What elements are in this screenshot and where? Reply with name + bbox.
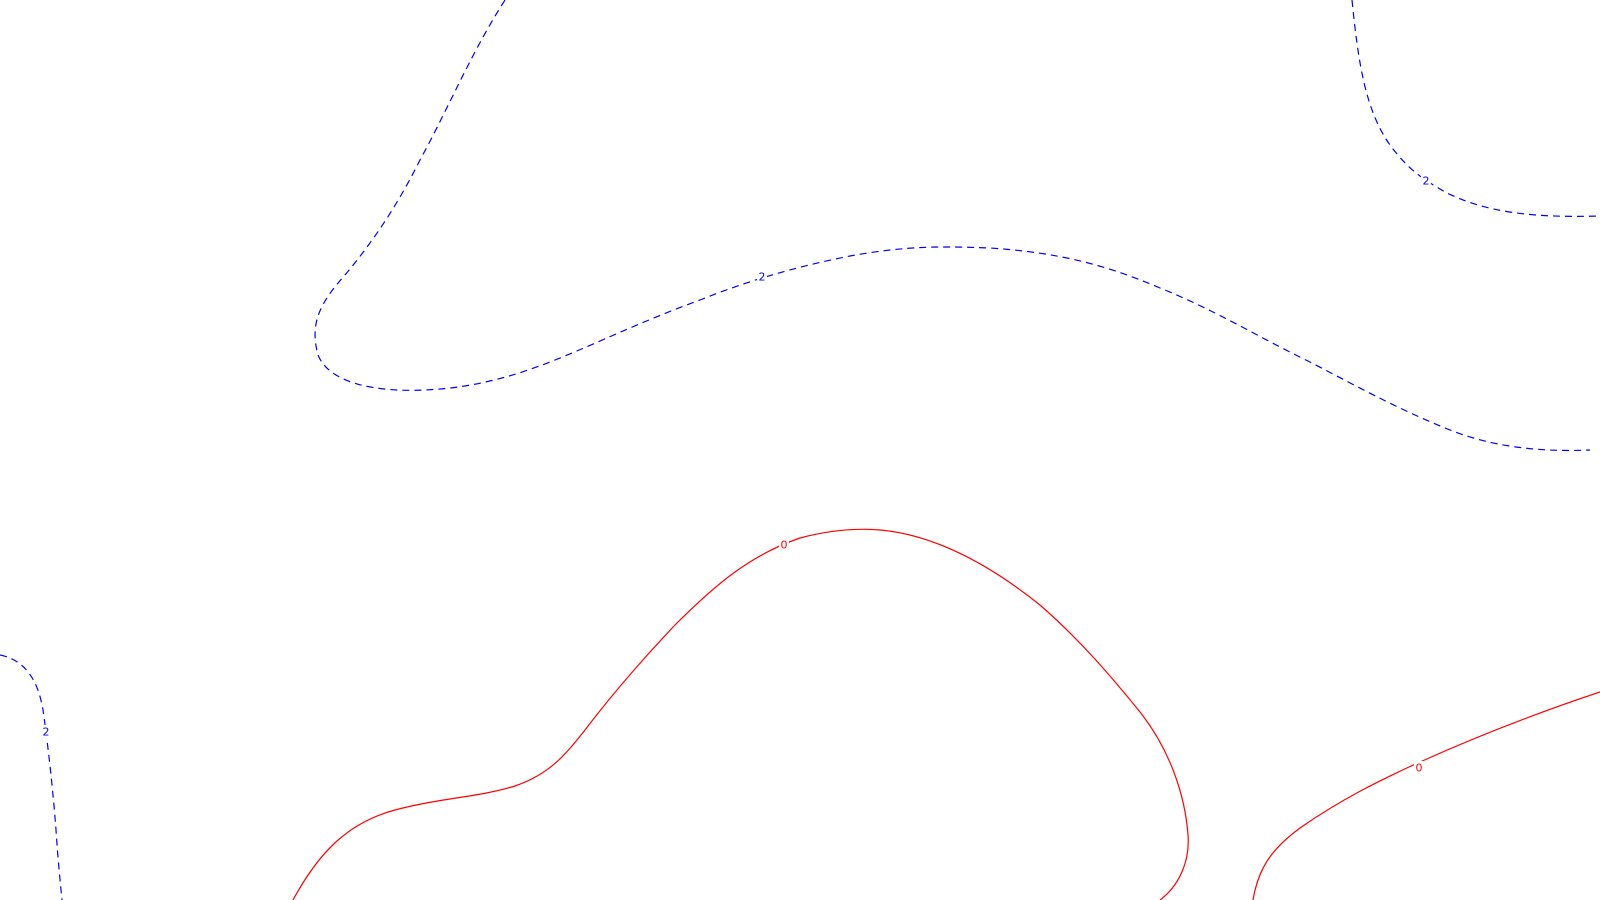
contour-label-text-red-lower-right: 0 xyxy=(1416,762,1423,775)
contour-label-red-lower-right: 0 xyxy=(1414,761,1424,775)
contour-line-red-lower-right xyxy=(1252,691,1600,900)
contour-label-blue-upper-right: 2 xyxy=(1421,174,1431,188)
contour-line-red-center xyxy=(292,528,1189,900)
contour-label-blue-lower-left: 2 xyxy=(41,725,51,739)
contour-line-blue-upper-left xyxy=(314,0,1591,452)
contour-line-blue-upper-right xyxy=(1351,0,1600,217)
contour-line-blue-lower-left xyxy=(0,654,63,900)
contour-label-text-blue-lower-left: 2 xyxy=(43,726,50,739)
contour-label-blue-upper-left: 2 xyxy=(757,270,767,284)
contour-label-text-blue-upper-left: 2 xyxy=(759,271,766,284)
contour-label-text-blue-upper-right: 2 xyxy=(1423,175,1430,188)
contour-label-red-center: 0 xyxy=(779,538,789,552)
contour-label-text-red-center: 0 xyxy=(781,539,788,552)
